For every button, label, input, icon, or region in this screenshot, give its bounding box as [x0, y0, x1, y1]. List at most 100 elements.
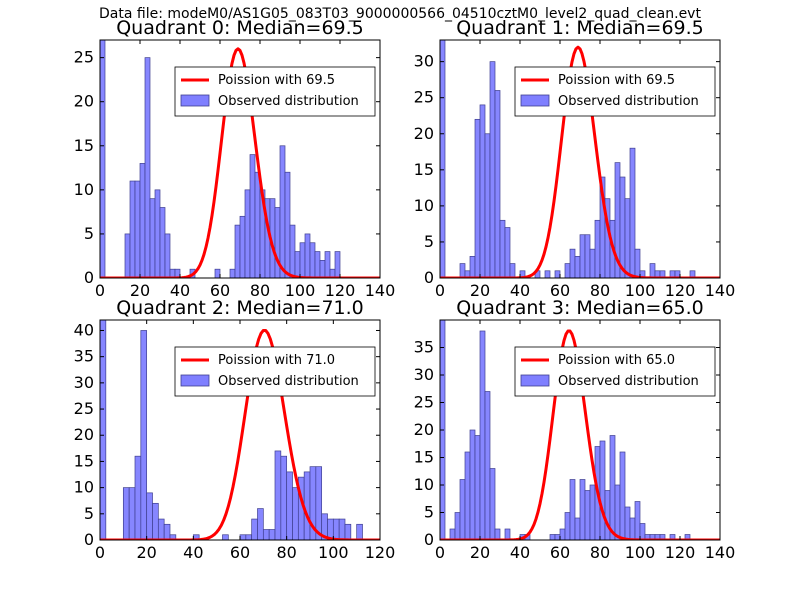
histogram-bar [279, 145, 286, 278]
y-tick-label: 5 [424, 503, 434, 522]
legend-poisson-label: Poission with 65.0 [558, 353, 675, 368]
x-tick-label: 0 [435, 281, 445, 300]
histogram-bar [689, 270, 696, 278]
histogram-bar [504, 227, 511, 278]
x-tick-label: 20 [130, 281, 150, 300]
quadrant-2-bars [100, 320, 363, 540]
x-tick-label: 40 [183, 543, 203, 562]
histogram-bar [494, 90, 501, 278]
histogram-bar [229, 268, 236, 278]
histogram-bar [579, 234, 586, 278]
histogram-bar [494, 528, 501, 540]
histogram-bar [356, 523, 363, 540]
legend-observed-swatch [520, 374, 550, 387]
histogram-bar [286, 471, 293, 540]
histogram-bar [214, 268, 221, 278]
histogram-bar [624, 506, 631, 540]
y-tick-label: 30 [414, 52, 434, 71]
histogram-bar [584, 234, 591, 278]
histogram-bar [624, 198, 631, 278]
histogram-bar [134, 455, 142, 540]
histogram-bar [459, 263, 466, 278]
histogram-bar [324, 251, 331, 278]
histogram-bar [239, 215, 246, 278]
histogram-bar [146, 492, 153, 540]
x-tick-label: 140 [705, 543, 736, 562]
histogram-bar [268, 529, 276, 540]
histogram-bar [574, 256, 581, 278]
histogram-bar [319, 260, 326, 278]
histogram-bar [574, 517, 581, 540]
histogram-bar [559, 528, 566, 540]
y-tick-label: 10 [414, 196, 434, 215]
histogram-bar [174, 268, 181, 278]
histogram-bar [234, 224, 241, 278]
y-tick-label: 10 [74, 478, 94, 497]
y-tick-label: 35 [414, 338, 434, 357]
histogram-bar [315, 466, 323, 540]
histogram-bar [239, 534, 247, 540]
histogram-bar [314, 251, 321, 278]
x-tick-label: 100 [318, 543, 349, 562]
histogram-bar [484, 133, 491, 278]
quadrant-title: Quadrant 3: Median=65.0 [456, 297, 704, 319]
histogram-bar [124, 233, 131, 278]
x-tick-label: 80 [276, 543, 296, 562]
x-tick-label: 40 [510, 281, 530, 300]
quadrant-1-panel: 0 20 40 60 80 100 120 140 0 5 10 15 20 25 30 Quadrant 1… [414, 17, 736, 300]
histogram-bar [294, 251, 301, 278]
histogram-bar [249, 154, 256, 278]
histogram-bar [449, 528, 456, 540]
histogram-bar [144, 57, 151, 278]
histogram-bar [292, 487, 299, 540]
histogram-bar [464, 451, 471, 540]
histogram-bar [257, 508, 264, 540]
quadrant-1-frame [439, 39, 721, 279]
y-tick-label: 30 [414, 365, 434, 384]
histogram-bar [222, 534, 229, 540]
histogram-bar [332, 518, 340, 540]
histogram-bar [262, 529, 270, 540]
y-tick-label: 30 [74, 373, 94, 392]
histogram-bar [589, 484, 596, 540]
histogram-bar [469, 429, 476, 540]
y-tick-label: 20 [74, 425, 94, 444]
histogram-bar [509, 263, 516, 278]
histogram-bar [619, 451, 626, 540]
histogram-bar [163, 523, 171, 540]
y-tick-label: 5 [84, 504, 94, 523]
histogram-bar [304, 233, 311, 278]
legend-observed-label: Observed distribution [218, 94, 359, 109]
histogram-bar [639, 523, 646, 540]
histogram-bar [609, 435, 616, 540]
histogram-bar [149, 198, 156, 278]
x-tick-label: 40 [170, 281, 190, 300]
histogram-bar [504, 528, 511, 540]
quadrant-2-panel: 0 20 40 60 80 100 120 0 5 10 15 20 25 30 35 40 Quadrant … [74, 297, 396, 562]
y-tick-label: 25 [414, 88, 434, 107]
y-tick-label: 35 [74, 347, 94, 366]
histogram-bar [489, 468, 496, 540]
histogram-bar [289, 224, 296, 278]
histogram-bar [619, 176, 626, 278]
histogram-bar [284, 171, 291, 278]
histogram-bar [479, 104, 486, 278]
y-tick-label: 25 [414, 393, 434, 412]
histogram-bar [544, 270, 551, 278]
histogram-bar [309, 242, 316, 278]
x-tick-label: 60 [210, 281, 230, 300]
histogram-bar [280, 455, 288, 540]
x-tick-label: 0 [95, 281, 105, 300]
histogram-bar [334, 251, 341, 278]
histogram-bar [474, 435, 481, 540]
histogram-bar [569, 248, 576, 278]
x-tick-label: 20 [470, 281, 490, 300]
legend-poisson-label: Poission with 69.5 [558, 73, 675, 88]
histogram-bar [489, 61, 496, 278]
x-tick-label: 20 [136, 543, 156, 562]
histogram-bar [139, 163, 146, 278]
x-tick-label: 140 [705, 281, 736, 300]
x-tick-label: 0 [435, 543, 445, 562]
histogram-bar [614, 484, 621, 540]
y-tick-label: 25 [74, 48, 94, 67]
